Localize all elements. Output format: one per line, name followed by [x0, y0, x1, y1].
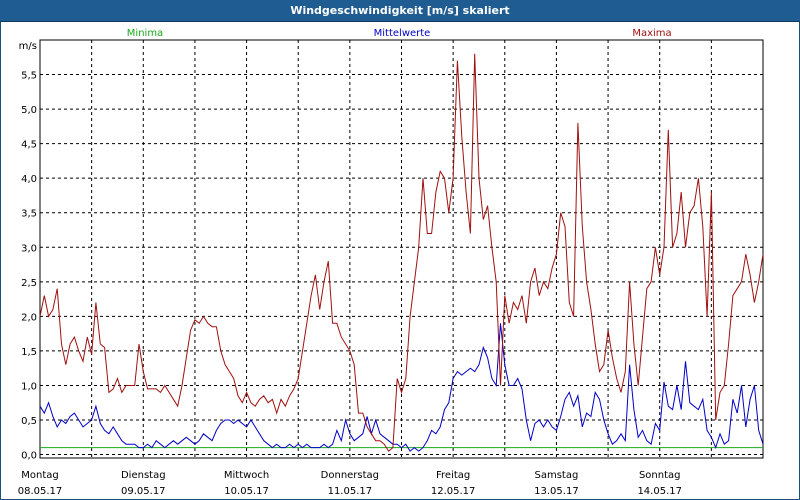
series-line-maxima	[39, 53, 764, 452]
x-tick-date: 10.05.17	[224, 486, 269, 497]
plot-area	[39, 39, 764, 459]
legend: Minima Mittelwerte Maxima	[127, 28, 672, 39]
y-tick-label: 4,0	[21, 174, 37, 185]
x-tick-day: Donnerstag	[321, 470, 379, 481]
x-tick-day: Montag	[21, 470, 58, 481]
window-title: Windgeschwindigkeit [m/s] skaliert	[290, 4, 510, 17]
x-tick-day: Freitag	[436, 470, 470, 481]
x-tick-day: Mittwoch	[224, 470, 269, 481]
series-lines	[39, 53, 764, 452]
y-axis-ticks: 0,0 0,5 1,0 1,5 2,0 2,5 3,0 3,5 4,0 4,5 5,0 5,5	[21, 71, 37, 462]
y-tick-label: 4,5	[21, 140, 37, 151]
y-tick-label: 5,0	[21, 105, 37, 116]
y-tick-label: 0,5	[21, 416, 37, 427]
x-tick-date: 09.05.17	[121, 486, 166, 497]
x-tick-date: 08.05.17	[18, 486, 63, 497]
x-tick-date: 14.05.17	[637, 486, 682, 497]
series-line-mittelwerte	[39, 323, 764, 452]
y-axis-label: m/s	[19, 41, 37, 52]
x-tick-date: 13.05.17	[534, 486, 579, 497]
x-tick-date: 12.05.17	[431, 486, 476, 497]
window-titlebar: Windgeschwindigkeit [m/s] skaliert	[0, 0, 800, 22]
legend-maxima: Maxima	[632, 28, 671, 39]
chart-grid	[40, 40, 763, 458]
y-tick-label: 3,5	[21, 209, 37, 220]
x-tick-day: Dienstag	[121, 470, 166, 481]
x-tick-day: Sonntag	[639, 470, 681, 481]
y-tick-label: 1,0	[21, 381, 37, 392]
x-tick-day: Samstag	[535, 470, 579, 481]
y-tick-label: 0,0	[21, 451, 37, 462]
x-axis-ticks: Montag 08.05.17 Dienstag 09.05.17 Mittwoch 10…	[18, 470, 682, 497]
y-tick-label: 2,0	[21, 312, 37, 323]
legend-minima: Minima	[127, 28, 163, 39]
y-tick-label: 5,5	[21, 71, 37, 82]
y-tick-label: 3,0	[21, 243, 37, 254]
legend-mittelwerte: Mittelwerte	[374, 28, 431, 39]
y-tick-label: 1,5	[21, 347, 37, 358]
y-tick-label: 2,5	[21, 278, 37, 289]
x-tick-date: 11.05.17	[328, 486, 373, 497]
